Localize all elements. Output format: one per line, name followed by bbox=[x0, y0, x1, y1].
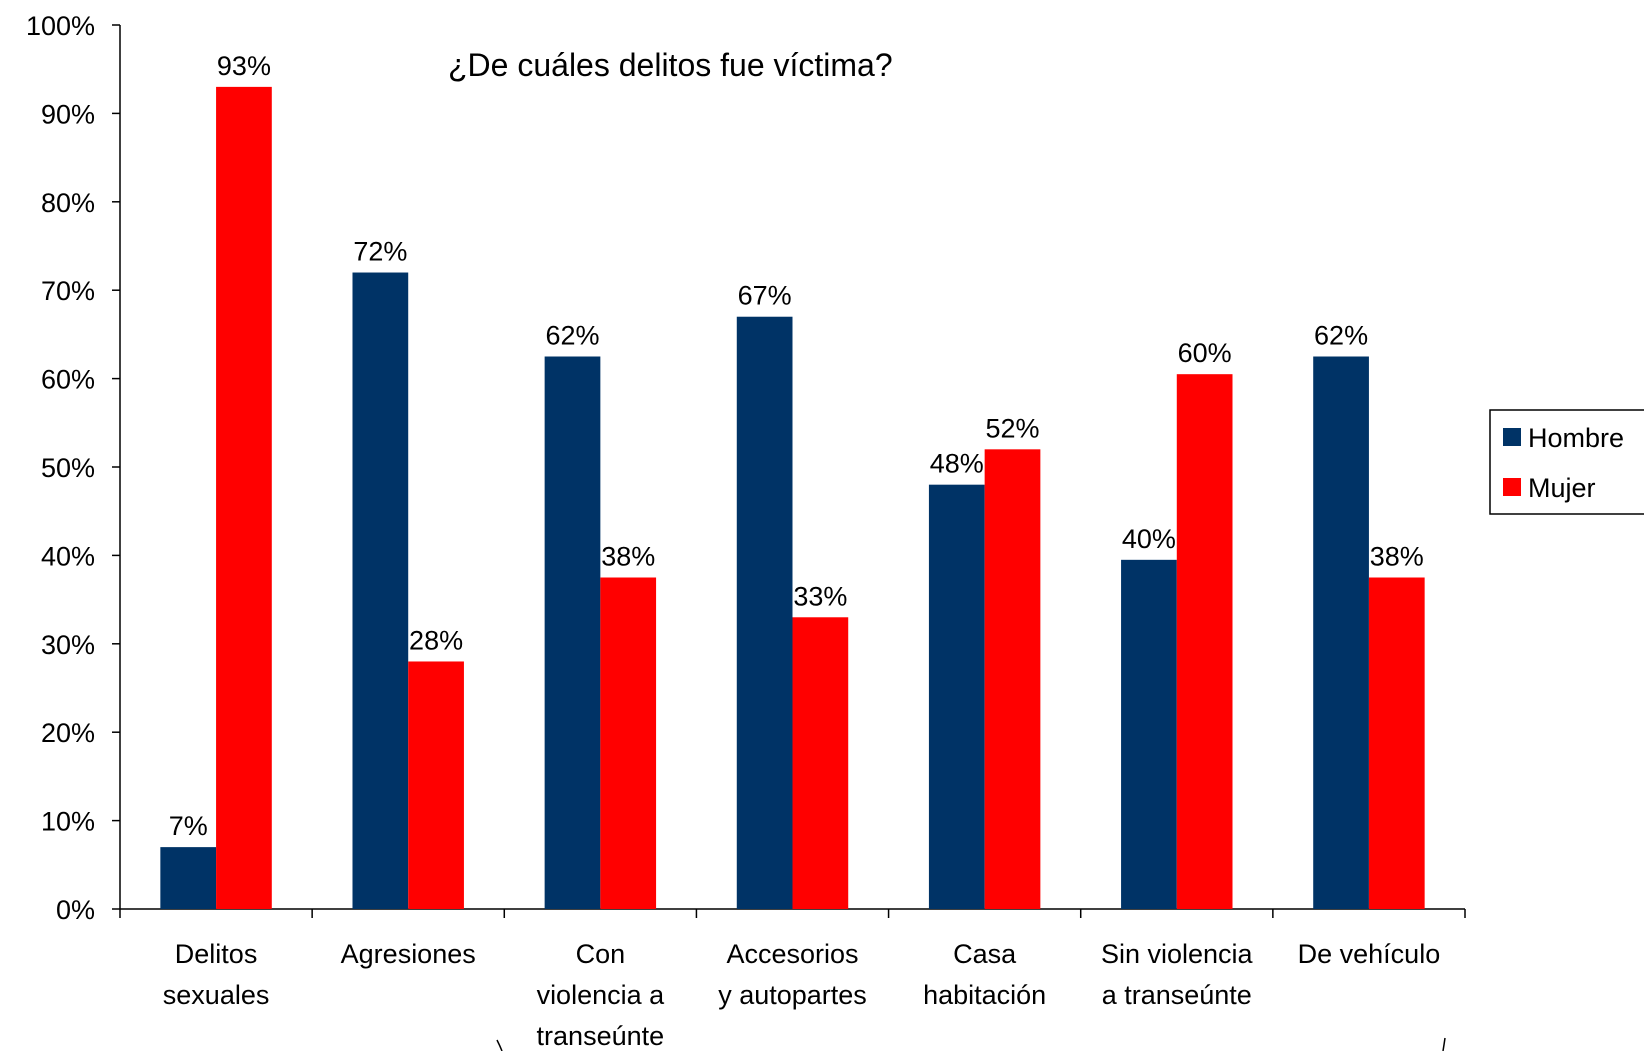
x-category-label: Accesorios bbox=[726, 939, 858, 969]
y-tick-label: 0% bbox=[56, 895, 95, 925]
x-category-label: y autopartes bbox=[718, 980, 867, 1010]
x-category-label: Agresiones bbox=[341, 939, 476, 969]
bar-hombre bbox=[352, 273, 408, 909]
y-tick-label: 60% bbox=[41, 365, 95, 395]
data-label: 7% bbox=[169, 811, 208, 841]
x-category-label: Con bbox=[576, 939, 626, 969]
data-label: 72% bbox=[353, 237, 407, 267]
data-label: 33% bbox=[793, 581, 847, 611]
x-category-label: a transeúnte bbox=[1102, 980, 1252, 1010]
x-category-label: Delitos bbox=[175, 939, 258, 969]
y-tick-label: 40% bbox=[41, 541, 95, 571]
y-tick-label: 10% bbox=[41, 807, 95, 837]
x-category-label: habitación bbox=[923, 980, 1046, 1010]
data-label: 60% bbox=[1178, 338, 1232, 368]
decorative-mark bbox=[497, 1040, 502, 1051]
bar-mujer bbox=[216, 87, 272, 909]
bar-mujer bbox=[985, 449, 1041, 909]
legend-swatch-hombre bbox=[1503, 428, 1521, 446]
y-tick-label: 30% bbox=[41, 630, 95, 660]
y-tick-label: 80% bbox=[41, 188, 95, 218]
bar-hombre bbox=[1121, 560, 1177, 909]
legend-label: Hombre bbox=[1528, 423, 1624, 453]
data-label: 48% bbox=[930, 449, 984, 479]
bar-mujer bbox=[600, 578, 656, 910]
bar-hombre bbox=[737, 317, 793, 909]
data-label: 67% bbox=[738, 281, 792, 311]
x-category-label: De vehículo bbox=[1298, 939, 1441, 969]
chart-bars bbox=[160, 87, 1424, 909]
data-label: 38% bbox=[1370, 542, 1424, 572]
bar-hombre bbox=[545, 357, 601, 910]
decorative-mark bbox=[1443, 1038, 1445, 1051]
chart-legend: Hombre Mujer bbox=[1490, 410, 1644, 514]
x-category-label: transeúnte bbox=[537, 1021, 665, 1051]
bar-hombre bbox=[929, 485, 985, 909]
data-label: 93% bbox=[217, 51, 271, 81]
data-label: 62% bbox=[1314, 321, 1368, 351]
x-category-label: Sin violencia bbox=[1101, 939, 1254, 969]
legend-swatch-mujer bbox=[1503, 478, 1521, 496]
data-label: 40% bbox=[1122, 524, 1176, 554]
data-label: 52% bbox=[985, 413, 1039, 443]
x-category-label: sexuales bbox=[163, 980, 270, 1010]
bar-hombre bbox=[160, 847, 216, 909]
x-category-label: Casa bbox=[953, 939, 1017, 969]
y-tick-label: 100% bbox=[26, 11, 95, 41]
bar-hombre bbox=[1313, 357, 1369, 910]
legend-label: Mujer bbox=[1528, 473, 1596, 503]
bar-mujer bbox=[1369, 578, 1425, 910]
data-label: 62% bbox=[545, 321, 599, 351]
chart-title: ¿De cuáles delitos fue víctima? bbox=[448, 47, 893, 83]
y-tick-label: 20% bbox=[41, 718, 95, 748]
y-tick-label: 50% bbox=[41, 453, 95, 483]
x-category-label: violencia a bbox=[537, 980, 666, 1010]
bar-mujer bbox=[1177, 374, 1233, 909]
data-label: 28% bbox=[409, 625, 463, 655]
y-tick-label: 70% bbox=[41, 276, 95, 306]
data-label: 38% bbox=[601, 542, 655, 572]
bar-mujer bbox=[793, 617, 849, 909]
bar-mujer bbox=[408, 661, 464, 909]
y-tick-label: 90% bbox=[41, 99, 95, 129]
